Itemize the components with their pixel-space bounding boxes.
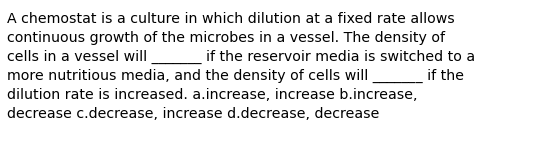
Text: A chemostat is a culture in which dilution at a fixed rate allows
continuous gro: A chemostat is a culture in which diluti… (7, 12, 475, 121)
